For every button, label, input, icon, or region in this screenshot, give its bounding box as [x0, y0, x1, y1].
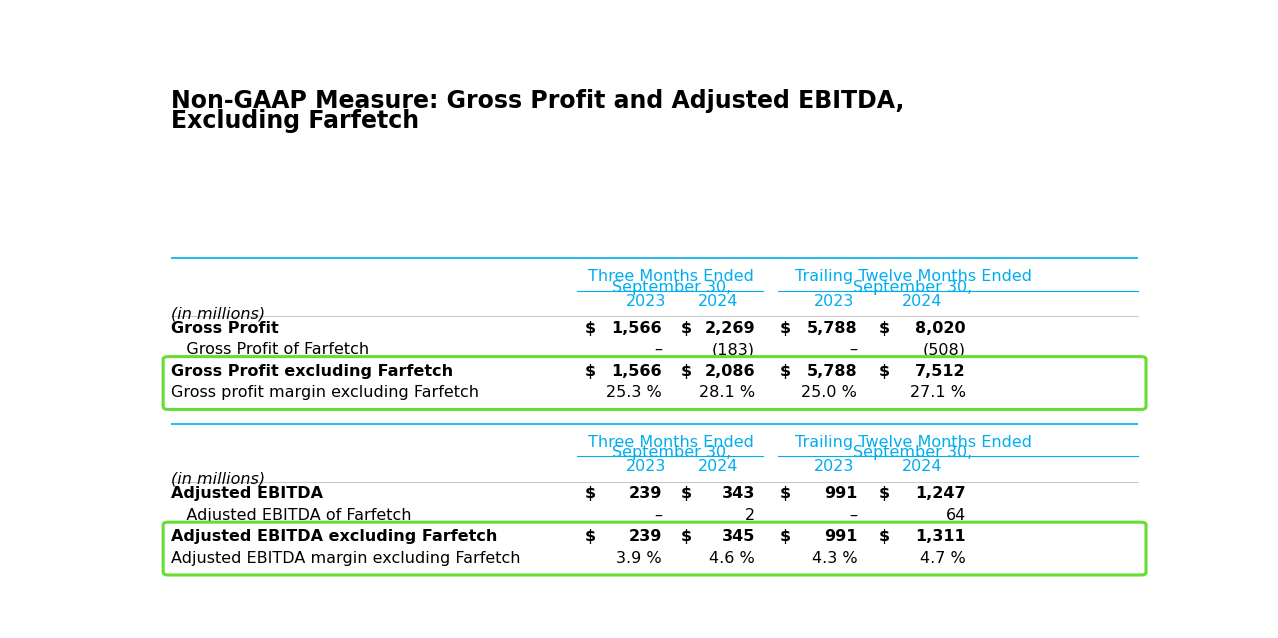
- Text: –: –: [850, 508, 858, 523]
- Text: 4.3 %: 4.3 %: [812, 551, 858, 566]
- Text: 3.9 %: 3.9 %: [616, 551, 662, 566]
- Text: $: $: [780, 364, 791, 379]
- Text: Gross Profit: Gross Profit: [171, 321, 279, 336]
- Text: 7,512: 7,512: [915, 364, 966, 379]
- Text: Adjusted EBITDA excluding Farfetch: Adjusted EBITDA excluding Farfetch: [171, 530, 497, 544]
- Text: 2024: 2024: [902, 293, 943, 309]
- Text: $: $: [584, 321, 596, 336]
- Text: September 30,: September 30,: [612, 280, 731, 295]
- Text: 1,247: 1,247: [915, 486, 966, 501]
- Text: (in millions): (in millions): [171, 306, 266, 321]
- Text: 2,086: 2,086: [704, 364, 755, 379]
- Text: Gross profit margin excluding Farfetch: Gross profit margin excluding Farfetch: [171, 385, 479, 400]
- Text: Gross Profit of Farfetch: Gross Profit of Farfetch: [171, 342, 369, 357]
- Text: $: $: [879, 321, 889, 336]
- Text: September 30,: September 30,: [612, 445, 731, 461]
- Text: 345: 345: [722, 530, 755, 544]
- Text: Trailing Twelve Months Ended: Trailing Twelve Months Ended: [795, 269, 1031, 284]
- Text: Gross Profit excluding Farfetch: Gross Profit excluding Farfetch: [171, 364, 454, 379]
- Text: September 30,: September 30,: [854, 445, 973, 461]
- Text: 2023: 2023: [626, 293, 667, 309]
- Text: 25.3 %: 25.3 %: [606, 385, 662, 400]
- Text: 343: 343: [722, 486, 755, 501]
- Text: Excluding Farfetch: Excluding Farfetch: [171, 109, 419, 133]
- Text: Adjusted EBITDA of Farfetch: Adjusted EBITDA of Farfetch: [171, 508, 412, 523]
- Text: Trailing Twelve Months Ended: Trailing Twelve Months Ended: [795, 434, 1031, 450]
- Text: 4.7 %: 4.7 %: [920, 551, 966, 566]
- Text: Adjusted EBITDA: Adjusted EBITDA: [171, 486, 323, 501]
- Text: $: $: [879, 486, 889, 501]
- Text: 2024: 2024: [902, 459, 943, 474]
- Text: 28.1 %: 28.1 %: [699, 385, 755, 400]
- Text: 2024: 2024: [698, 293, 737, 309]
- Text: 5,788: 5,788: [806, 321, 858, 336]
- Text: 239: 239: [629, 530, 662, 544]
- Text: 1,311: 1,311: [915, 530, 966, 544]
- Text: (508): (508): [923, 342, 966, 357]
- Text: (183): (183): [712, 342, 755, 357]
- Text: 1,566: 1,566: [611, 321, 662, 336]
- Text: 25.0 %: 25.0 %: [801, 385, 858, 400]
- Text: 1,566: 1,566: [611, 364, 662, 379]
- Text: 5,788: 5,788: [806, 364, 858, 379]
- Text: 239: 239: [629, 486, 662, 501]
- Text: $: $: [879, 364, 889, 379]
- Text: 2023: 2023: [626, 459, 667, 474]
- Text: $: $: [584, 530, 596, 544]
- Text: –: –: [654, 342, 662, 357]
- Text: $: $: [681, 321, 691, 336]
- Text: $: $: [780, 486, 791, 501]
- Text: 27.1 %: 27.1 %: [910, 385, 966, 400]
- Text: 2023: 2023: [814, 293, 854, 309]
- Text: 4.6 %: 4.6 %: [709, 551, 755, 566]
- Text: 991: 991: [824, 486, 858, 501]
- Text: $: $: [780, 530, 791, 544]
- Text: 2024: 2024: [698, 459, 737, 474]
- Text: 2,269: 2,269: [704, 321, 755, 336]
- Text: $: $: [780, 321, 791, 336]
- Text: $: $: [584, 364, 596, 379]
- Text: Adjusted EBITDA margin excluding Farfetch: Adjusted EBITDA margin excluding Farfetc…: [171, 551, 521, 566]
- Text: –: –: [654, 508, 662, 523]
- Text: $: $: [681, 530, 691, 544]
- Text: 991: 991: [824, 530, 858, 544]
- Text: $: $: [584, 486, 596, 501]
- Text: $: $: [879, 530, 889, 544]
- Text: 2: 2: [745, 508, 755, 523]
- Text: Non-GAAP Measure: Gross Profit and Adjusted EBITDA,: Non-GAAP Measure: Gross Profit and Adjus…: [171, 89, 905, 113]
- Text: 2023: 2023: [814, 459, 854, 474]
- Text: $: $: [681, 486, 691, 501]
- Text: 64: 64: [946, 508, 966, 523]
- Text: $: $: [681, 364, 691, 379]
- Text: September 30,: September 30,: [854, 280, 973, 295]
- Text: 8,020: 8,020: [915, 321, 966, 336]
- Text: Three Months Ended: Three Months Ended: [588, 434, 754, 450]
- Text: –: –: [850, 342, 858, 357]
- Text: (in millions): (in millions): [171, 471, 266, 487]
- Text: Three Months Ended: Three Months Ended: [588, 269, 754, 284]
